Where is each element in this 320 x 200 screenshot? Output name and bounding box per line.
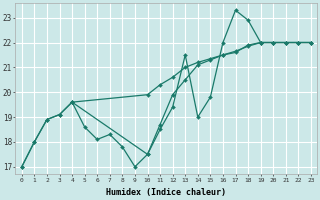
X-axis label: Humidex (Indice chaleur): Humidex (Indice chaleur)	[106, 188, 226, 197]
